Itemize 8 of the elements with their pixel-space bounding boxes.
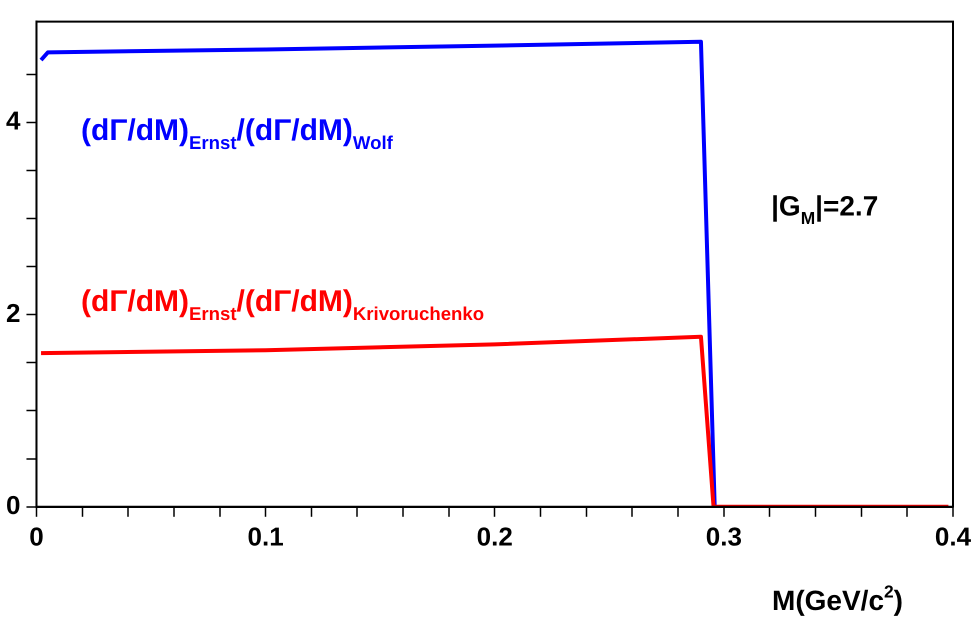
- x-tick-label: 0.3: [706, 522, 742, 552]
- y-tick-label: 0: [6, 490, 20, 520]
- x-tick-label: 0: [29, 522, 44, 552]
- y-tick-label: 4: [6, 106, 21, 136]
- x-tick-label: 0.4: [934, 522, 972, 552]
- x-tick-label: 0.1: [248, 522, 284, 552]
- y-tick-label: 2: [6, 298, 20, 328]
- x-tick-label: 0.2: [476, 522, 513, 552]
